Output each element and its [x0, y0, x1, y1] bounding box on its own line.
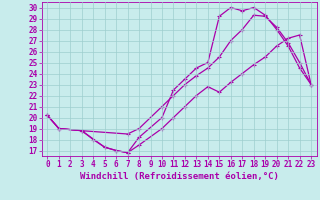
X-axis label: Windchill (Refroidissement éolien,°C): Windchill (Refroidissement éolien,°C) [80, 172, 279, 181]
